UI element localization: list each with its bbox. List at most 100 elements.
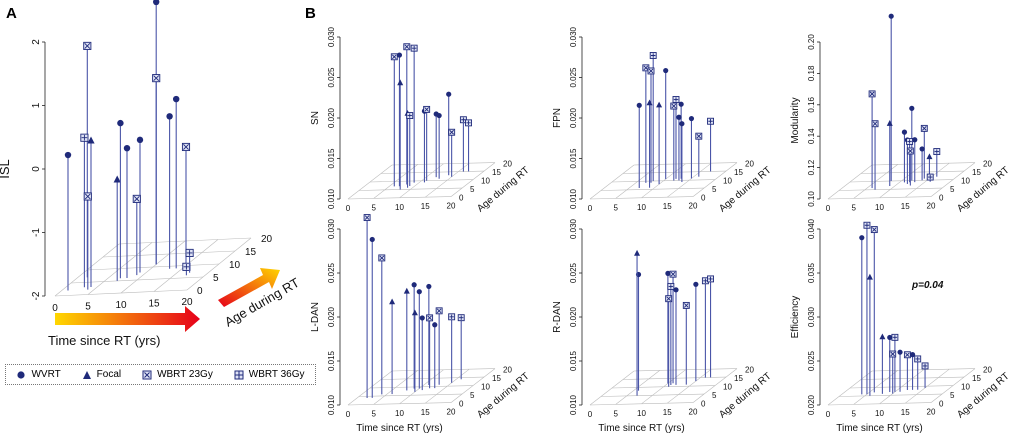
- z-tick-label: 10: [229, 260, 241, 271]
- marker-glyph: [872, 121, 878, 127]
- y-axis-label: R-DAN: [552, 301, 563, 333]
- point-triangle-marker: [403, 287, 410, 294]
- x-tick-label: 0: [346, 410, 351, 419]
- x-axis-label: Time since RT (yrs): [836, 423, 923, 434]
- y-tick-label: 0.20: [807, 34, 816, 50]
- point-triangle-marker: [87, 136, 95, 144]
- grid-line: [391, 162, 496, 166]
- y-tick-label: -1: [31, 228, 42, 237]
- z-tick-label: 5: [712, 391, 717, 400]
- x-tick-label: 10: [395, 203, 404, 212]
- time-arrow-label: Time since RT (yrs): [48, 333, 160, 348]
- marker-glyph: [921, 126, 927, 131]
- grid-line: [622, 170, 727, 174]
- y-tick-label: 0.025: [327, 67, 336, 88]
- x-tick-label: 0: [588, 204, 593, 213]
- panel-b-label: B: [305, 5, 316, 22]
- point-circle-marker: [693, 281, 699, 287]
- y-tick-label: 0.015: [327, 350, 336, 371]
- point-x-square-marker: [669, 270, 677, 278]
- point-x-square-marker: [423, 105, 431, 113]
- marker-glyph: [683, 303, 689, 308]
- point-circle-marker: [432, 322, 438, 328]
- z-tick-label: 0: [459, 400, 464, 409]
- y-axis-label: FPN: [552, 108, 563, 128]
- grid-line: [102, 250, 236, 258]
- x-axis-label: Time since RT (yrs): [598, 423, 685, 434]
- z-tick-label: 10: [723, 383, 732, 392]
- point-plus-square-marker: [182, 262, 191, 271]
- x-axis-label: Time since RT (yrs): [356, 423, 443, 434]
- point-x-square-marker: [903, 351, 911, 359]
- point-plus-square-marker: [406, 112, 414, 120]
- y-axis-label: ISL: [0, 159, 12, 179]
- point-plus-square-marker: [906, 137, 914, 145]
- y-tick-label: 0.015: [569, 350, 578, 371]
- point-circle-marker: [663, 67, 669, 74]
- x-tick-label: 20: [689, 408, 698, 417]
- x-tick-label: 0: [826, 204, 831, 213]
- marker-glyph: [643, 65, 649, 71]
- grid-line: [589, 196, 694, 200]
- y-tick-label: 0.025: [327, 262, 336, 283]
- x-tick-label: 10: [637, 409, 646, 418]
- point-circle-marker: [419, 315, 425, 321]
- point-triangle-marker: [866, 273, 873, 280]
- z-axis-label: Age during RT: [717, 371, 773, 421]
- z-tick-label: 15: [734, 168, 743, 177]
- point-x-square-marker: [642, 64, 650, 72]
- y-tick-label: 0.030: [569, 218, 578, 239]
- grid-line: [347, 402, 452, 406]
- marker-glyph: [708, 119, 713, 124]
- point-x-square-marker: [83, 192, 92, 201]
- marker-glyph: [928, 174, 933, 180]
- legend-label-wvrt: WVRT: [31, 369, 61, 380]
- z-tick-label: 0: [459, 194, 464, 203]
- point-plus-square-marker: [667, 282, 675, 290]
- point-plus-square-marker: [707, 117, 714, 125]
- legend-label-wbrt-23: WBRT 23Gy: [157, 369, 213, 380]
- point-plus-square-marker: [185, 248, 194, 257]
- z-axis-label: Age during RT: [717, 165, 773, 215]
- grid-line: [871, 162, 976, 166]
- y-tick-label: 0.16: [807, 96, 816, 112]
- point-plus-square-marker: [926, 173, 934, 181]
- z-tick-label: 0: [701, 400, 706, 409]
- point-circle-marker: [64, 151, 72, 159]
- marker-glyph: [436, 308, 442, 314]
- point-circle-marker: [636, 102, 642, 108]
- grid-line: [54, 289, 188, 297]
- x-tick-label: 15: [663, 202, 672, 211]
- point-circle-marker: [117, 119, 124, 127]
- point-circle-marker: [426, 283, 432, 290]
- point-triangle-marker: [926, 153, 933, 160]
- y-tick-label: 0.010: [569, 188, 578, 209]
- point-triangle-marker: [113, 175, 121, 183]
- marker-glyph: [404, 44, 410, 50]
- marker-glyph: [424, 107, 429, 112]
- x-tick-label: 5: [614, 203, 619, 212]
- x-tick-label: 20: [181, 297, 193, 308]
- grid-line: [849, 385, 954, 389]
- point-plus-square-marker: [707, 275, 714, 283]
- y-tick-label: 0.010: [327, 188, 336, 209]
- y-axis-label: SN: [310, 111, 321, 125]
- point-plus-square-marker: [80, 133, 89, 142]
- y-tick-label: 0.025: [569, 67, 578, 88]
- marker-glyph: [671, 103, 677, 109]
- x-tick-label: 20: [927, 202, 936, 211]
- marker-glyph: [934, 149, 939, 154]
- y-tick-label: 0.020: [569, 107, 578, 128]
- z-tick-label: 5: [712, 185, 717, 194]
- point-triangle-marker: [886, 120, 893, 126]
- z-tick-label: 15: [972, 168, 981, 177]
- point-x-square-marker: [83, 41, 92, 50]
- grid-line: [358, 393, 463, 397]
- point-circle-marker: [901, 129, 908, 135]
- legend-item-wbrt-36: WBRT 36Gy: [234, 369, 305, 380]
- point-x-square-marker: [906, 147, 914, 155]
- z-tick-label: 20: [261, 234, 273, 245]
